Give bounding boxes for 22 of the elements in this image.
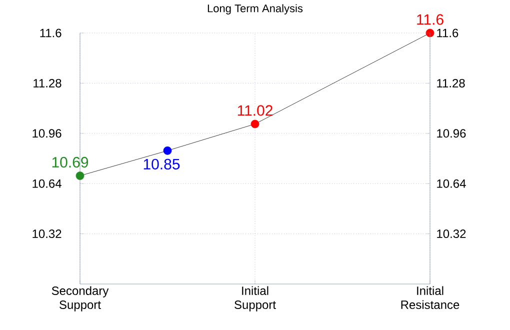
point — [76, 172, 84, 180]
x-tick-label: Initial Resistance — [401, 286, 460, 310]
x-tick-label: Secondary Support — [52, 286, 109, 312]
y2-tick-label: 10.96 — [437, 129, 466, 138]
point — [426, 28, 434, 38]
data-label: 11.6 — [417, 14, 444, 25]
point — [163, 146, 172, 155]
y-tick-label: 11.28 — [34, 78, 62, 88]
data-label: 11.02 — [238, 105, 272, 116]
y2-tick-label: 10.64 — [437, 179, 466, 188]
y-tick-label: 11.6 — [40, 28, 62, 38]
point — [250, 120, 260, 128]
y-tick-label: 10.96 — [32, 129, 62, 138]
y-tick-label: 10.64 — [32, 179, 62, 188]
y2-tick-label: 10.32 — [437, 230, 466, 238]
data-label: 10.69 — [52, 156, 88, 168]
data-label: 10.85 — [144, 158, 180, 170]
y-tick-label: 10.32 — [32, 230, 62, 238]
y2-tick-label: 11.6 — [437, 28, 458, 38]
x-tick-label: Initial Support — [234, 286, 276, 312]
chart-title: Long Term Analysis — [208, 4, 303, 14]
y2-tick-label: 11.28 — [437, 78, 465, 88]
